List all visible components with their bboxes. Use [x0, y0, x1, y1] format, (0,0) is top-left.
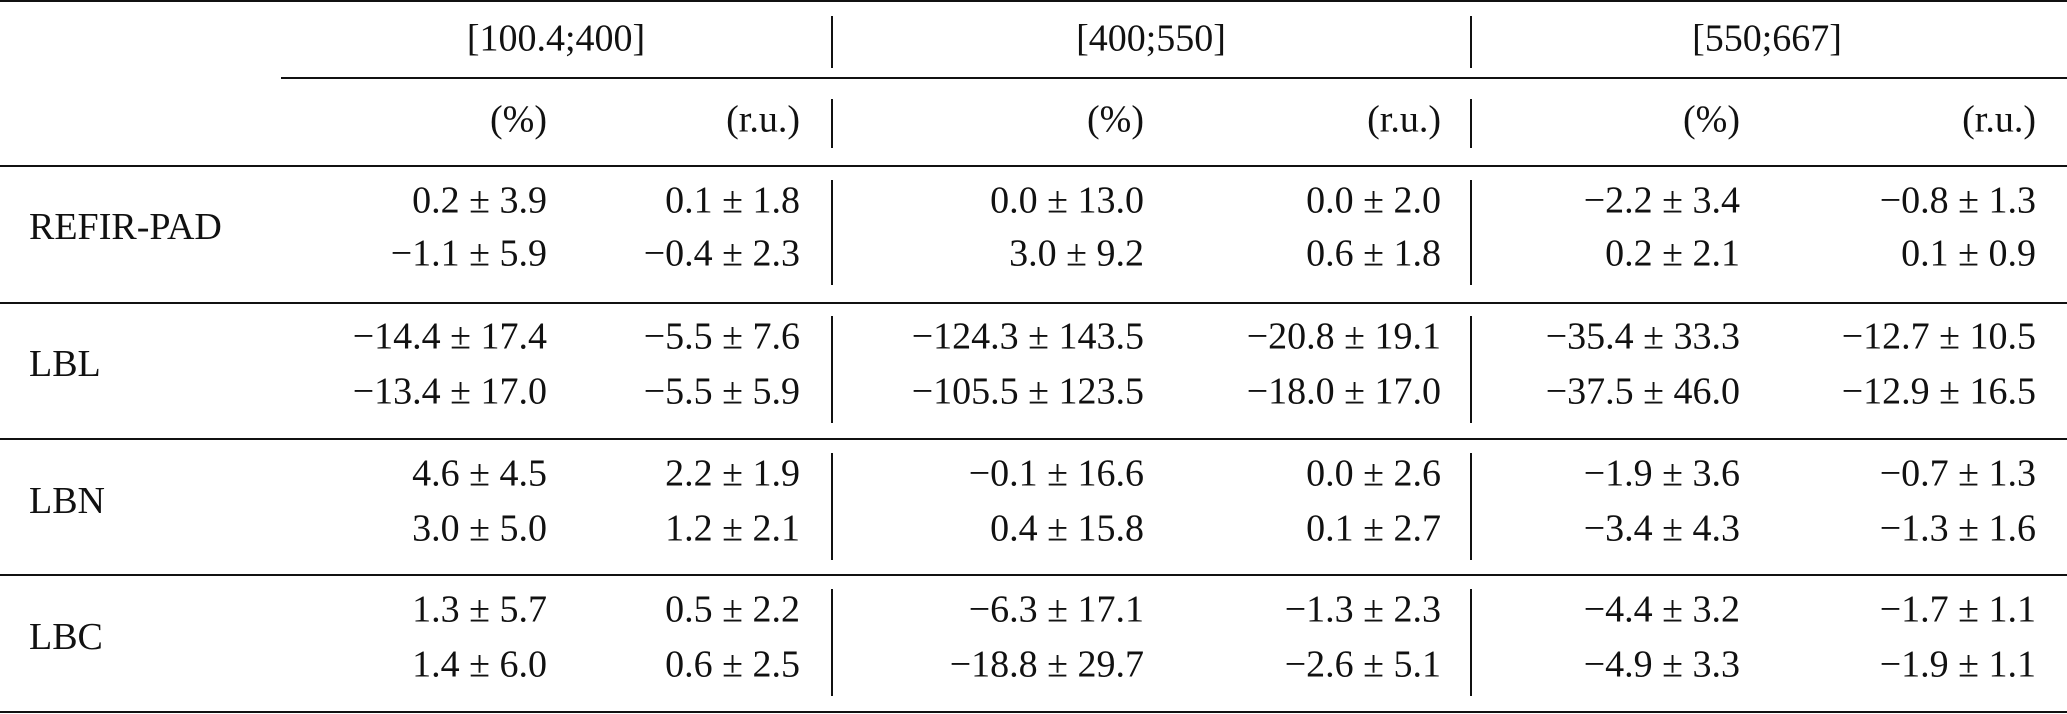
cell: 0.0 ± 2.6	[1306, 453, 1441, 495]
cell: 1.4 ± 6.0	[412, 644, 547, 686]
cell: −4.9 ± 3.3	[1584, 644, 1740, 686]
cell: −18.8 ± 29.7	[950, 644, 1144, 686]
cell: −0.7 ± 1.3	[1880, 453, 2036, 495]
cell: −1.3 ± 2.3	[1285, 589, 1441, 631]
cell: −4.4 ± 3.2	[1584, 589, 1740, 631]
row-label: REFIR-PAD	[29, 206, 222, 248]
cell: −12.7 ± 10.5	[1842, 316, 2036, 358]
cell: −37.5 ± 46.0	[1546, 371, 1740, 413]
cell: −124.3 ± 143.5	[912, 316, 1144, 358]
unit-header: (%)	[1683, 99, 1740, 141]
cell: −1.9 ± 3.6	[1584, 453, 1740, 495]
cell: 0.1 ± 2.7	[1306, 508, 1441, 550]
cell: −1.9 ± 1.1	[1880, 644, 2036, 686]
cell: −14.4 ± 17.4	[353, 316, 547, 358]
cell: −1.7 ± 1.1	[1880, 589, 2036, 631]
cell: 1.3 ± 5.7	[412, 589, 547, 631]
cell: 0.5 ± 2.2	[665, 589, 800, 631]
cell: −5.5 ± 5.9	[644, 371, 800, 413]
cell: 0.6 ± 2.5	[665, 644, 800, 686]
cell: 2.2 ± 1.9	[665, 453, 800, 495]
cell: 0.0 ± 13.0	[990, 180, 1144, 222]
unit-header: (r.u.)	[1367, 99, 1441, 141]
cell: −1.1 ± 5.9	[391, 233, 547, 275]
row-label: LBC	[29, 616, 103, 658]
group-header: [550;667]	[1692, 18, 1842, 60]
cell: 0.2 ± 3.9	[412, 180, 547, 222]
cell: −5.5 ± 7.6	[644, 316, 800, 358]
row-label: LBN	[29, 480, 105, 522]
cell: 0.0 ± 2.0	[1306, 180, 1441, 222]
cell: −12.9 ± 16.5	[1842, 371, 2036, 413]
cell: 0.1 ± 1.8	[665, 180, 800, 222]
cell: −105.5 ± 123.5	[912, 371, 1144, 413]
cell: −0.4 ± 2.3	[644, 233, 800, 275]
cell: 0.2 ± 2.1	[1605, 233, 1740, 275]
cell: 1.2 ± 2.1	[665, 508, 800, 550]
cell: 3.0 ± 9.2	[1009, 233, 1144, 275]
cell: −2.2 ± 3.4	[1584, 180, 1740, 222]
row-label: LBL	[29, 343, 101, 385]
cell: 0.4 ± 15.8	[990, 508, 1144, 550]
cell: 0.1 ± 0.9	[1901, 233, 2036, 275]
cell: −1.3 ± 1.6	[1880, 508, 2036, 550]
cell: −0.8 ± 1.3	[1880, 180, 2036, 222]
cell: −20.8 ± 19.1	[1247, 316, 1441, 358]
cell: 3.0 ± 5.0	[412, 508, 547, 550]
cell: −2.6 ± 5.1	[1285, 644, 1441, 686]
cell: −35.4 ± 33.3	[1546, 316, 1740, 358]
unit-header: (r.u.)	[1962, 99, 2036, 141]
unit-header: (%)	[490, 99, 547, 141]
cell: −6.3 ± 17.1	[969, 589, 1144, 631]
cell: −13.4 ± 17.0	[353, 371, 547, 413]
cell: 4.6 ± 4.5	[412, 453, 547, 495]
unit-header: (r.u.)	[726, 99, 800, 141]
cell: −0.1 ± 16.6	[969, 453, 1144, 495]
cell: 0.6 ± 1.8	[1306, 233, 1441, 275]
unit-header: (%)	[1087, 99, 1144, 141]
cell: −18.0 ± 17.0	[1247, 371, 1441, 413]
group-header: [400;550]	[1076, 18, 1226, 60]
group-header: [100.4;400]	[467, 18, 645, 60]
cell: −3.4 ± 4.3	[1584, 508, 1740, 550]
